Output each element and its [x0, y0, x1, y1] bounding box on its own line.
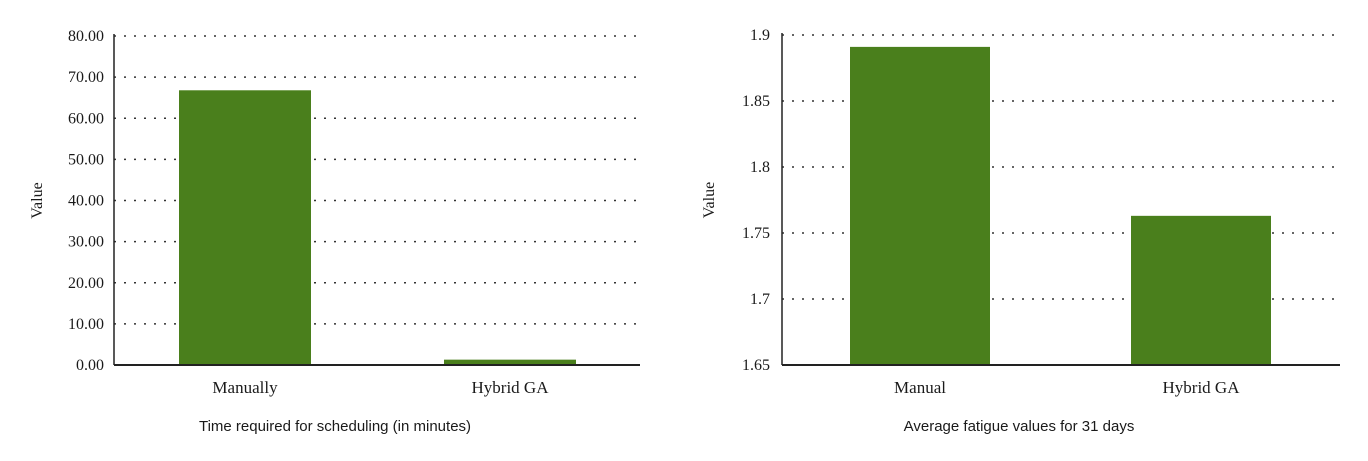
time-chart-category-label: Manually [212, 378, 278, 397]
fatigue-chart-y-tick-label: 1.9 [750, 27, 770, 44]
fatigue-chart-category-label: Hybrid GA [1163, 378, 1241, 397]
time-chart-y-tick-label: 70.00 [68, 69, 104, 86]
time-chart-y-tick-label: 60.00 [68, 110, 104, 127]
time-chart-svg: 0.00 10.00 20.00 30.00 40.00 50.00 60.00 70.00 8… [29, 28, 640, 435]
time-chart-bar-2 [444, 359, 576, 365]
time-chart-y-tick-label: 80.00 [68, 28, 104, 45]
fatigue-chart-bar-2 [1131, 215, 1271, 365]
time-chart-category-label: Hybrid GA [472, 378, 550, 397]
fatigue-chart-y-axis-title: Value [701, 182, 718, 218]
fatigue-chart-bar-1 [850, 46, 990, 365]
time-chart-y-tick-label: 0.00 [76, 357, 104, 374]
time-chart-y-tick-label: 50.00 [68, 151, 104, 168]
time-chart-y-tick-label: 30.00 [68, 234, 104, 251]
time-chart-y-tick-label: 10.00 [68, 316, 104, 333]
time-chart-bar-1 [179, 90, 311, 365]
time-chart-y-axis-title: Value [29, 182, 46, 218]
fatigue-chart-y-tick-label: 1.7 [750, 291, 770, 308]
fatigue-chart-y-tick-label: 1.85 [742, 93, 770, 110]
fatigue-chart-svg: 1.65 1.7 1.75 1.8 1.85 1.9 Manual Hybrid GA Valu… [701, 27, 1340, 435]
time-chart: 0.00 10.00 20.00 30.00 40.00 50.00 60.00 70.00 8… [29, 28, 640, 435]
fatigue-chart-caption: Average fatigue values for 31 days [904, 418, 1135, 435]
fatigue-chart-y-tick-label: 1.65 [742, 357, 770, 374]
fatigue-chart-category-label: Manual [894, 378, 946, 397]
time-chart-y-tick-label: 20.00 [68, 275, 104, 292]
time-chart-y-tick-label: 40.00 [68, 193, 104, 210]
time-chart-caption: Time required for scheduling (in minutes… [199, 418, 471, 435]
fatigue-chart-y-tick-label: 1.8 [750, 159, 770, 176]
fatigue-chart: 1.65 1.7 1.75 1.8 1.85 1.9 Manual Hybrid GA Valu… [684, 0, 1368, 461]
fatigue-chart-y-tick-label: 1.75 [742, 225, 770, 242]
